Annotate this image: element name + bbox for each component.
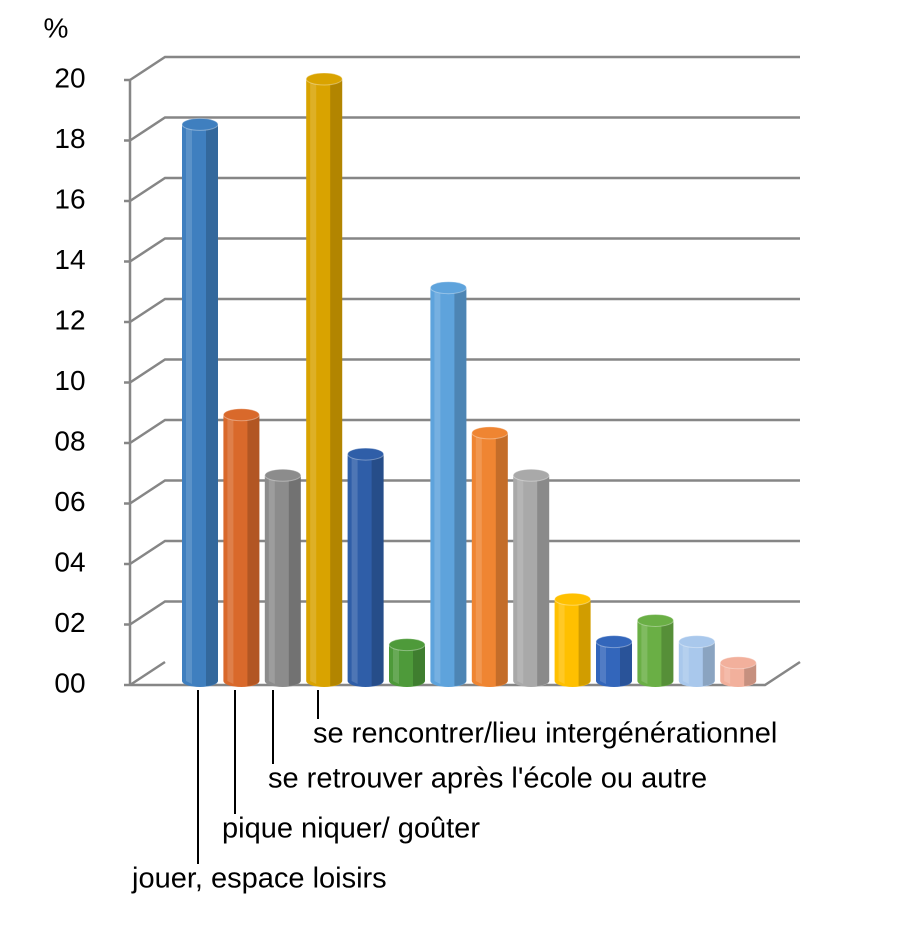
grid-line	[130, 660, 801, 687]
y-tick-label: 04	[54, 546, 85, 577]
bar-highlight	[227, 414, 234, 684]
bar-highlight	[600, 641, 606, 684]
bar	[389, 644, 425, 687]
bar-shade	[495, 432, 508, 686]
bar	[182, 124, 218, 688]
y-axis-label: %	[44, 12, 69, 43]
category-label: pique niquer/ goûter	[222, 813, 480, 845]
bar-shade	[413, 644, 425, 686]
grid-line	[129, 358, 800, 384]
grid-line	[129, 176, 800, 203]
bar	[678, 641, 715, 687]
bar-top	[429, 281, 467, 295]
grid-line	[129, 55, 800, 82]
bar-top	[347, 447, 385, 461]
category-label: se rencontrer/lieu intergénérationnel	[313, 718, 777, 750]
bar-top	[264, 468, 302, 482]
y-tick-label: 00	[54, 667, 85, 698]
bar-highlight	[351, 454, 358, 684]
grid-line	[129, 479, 800, 505]
y-tick-label: 10	[54, 365, 85, 396]
bar-highlight	[724, 662, 731, 684]
bar-highlight	[268, 475, 275, 684]
bar-top	[222, 408, 260, 422]
y-tick-label: 14	[54, 244, 85, 275]
bar-shade	[206, 124, 218, 687]
bar-shade	[744, 662, 757, 686]
bar-top	[595, 635, 633, 649]
bar	[513, 475, 550, 687]
y-tick-label: 02	[54, 607, 85, 638]
grid-line	[129, 237, 800, 263]
category-label: se retrouver après l'école ou autre	[268, 763, 707, 795]
bar-highlight	[434, 287, 441, 684]
bar-top	[678, 635, 716, 649]
bar-shade	[454, 287, 467, 686]
bar-top	[305, 72, 343, 86]
bar-top	[471, 426, 509, 440]
bar-highlight	[641, 620, 648, 684]
bar-highlight	[475, 432, 482, 684]
bar	[637, 620, 674, 687]
bar-top	[181, 117, 219, 131]
bar-shade	[702, 641, 715, 686]
grid-line	[129, 418, 800, 445]
bar-top	[554, 592, 592, 606]
bar-highlight	[682, 641, 689, 684]
bar-shade	[288, 475, 301, 686]
bar-top	[719, 656, 757, 670]
bar	[347, 454, 384, 687]
y-tick-label: 06	[54, 486, 85, 517]
bar-shade	[330, 78, 343, 687]
bar-shade	[537, 475, 550, 686]
bar-shade	[247, 414, 260, 686]
bar-shade	[578, 599, 591, 686]
bar	[471, 432, 508, 687]
category-label: jouer, espace loisirs	[131, 863, 387, 895]
bar-highlight	[310, 78, 317, 685]
bar	[596, 641, 632, 687]
bar-shade	[661, 620, 674, 686]
bar-highlight	[393, 644, 399, 684]
bar-highlight	[186, 124, 192, 685]
bar-shade	[620, 641, 632, 686]
bar-top	[388, 638, 426, 652]
bar	[720, 662, 757, 687]
y-tick-label: 20	[54, 62, 85, 93]
bar	[306, 78, 343, 688]
bar-highlight	[558, 599, 565, 684]
grid-line	[129, 116, 800, 142]
bar-top	[512, 468, 550, 482]
bar-highlight	[517, 475, 524, 684]
bar	[223, 414, 260, 687]
grid-line	[129, 539, 800, 566]
bar	[264, 475, 301, 687]
y-tick-label: 16	[54, 183, 85, 214]
y-tick-label: 08	[54, 425, 85, 456]
bar	[430, 287, 467, 687]
grid-line	[129, 297, 800, 324]
bar-top	[636, 613, 674, 627]
y-tick-label: 12	[54, 304, 85, 335]
y-tick-label: 18	[54, 123, 85, 154]
bar	[554, 599, 591, 687]
x-axis-edge	[129, 660, 166, 687]
bar-shade	[371, 454, 384, 686]
